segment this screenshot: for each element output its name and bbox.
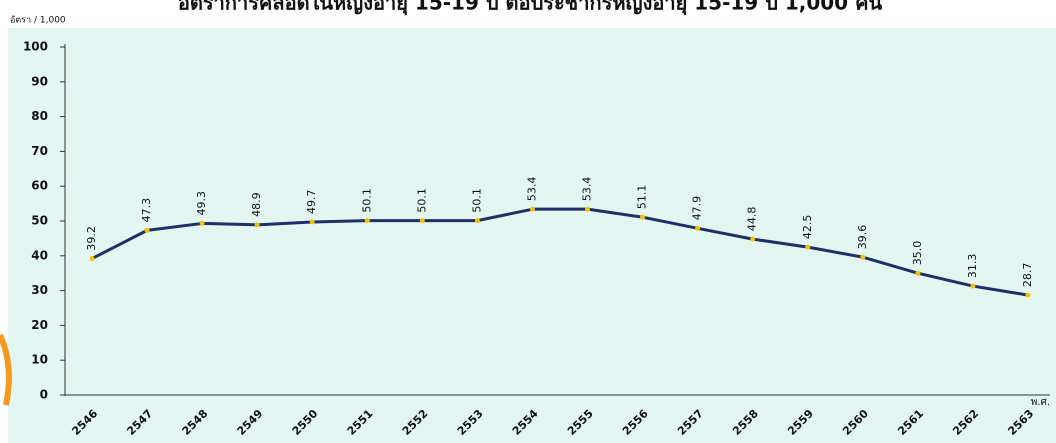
point	[970, 283, 976, 289]
data-label: 48.9	[250, 192, 263, 217]
data-label: 49.3	[195, 191, 208, 216]
point	[750, 236, 756, 242]
data-label: 53.4	[525, 177, 538, 202]
data-label: 53.4	[581, 177, 594, 202]
line	[91, 207, 1029, 297]
y-tick-label: 70	[31, 144, 48, 158]
point	[640, 214, 646, 220]
point	[695, 225, 701, 231]
data-label: 47.3	[140, 198, 153, 223]
point	[585, 206, 591, 212]
point	[89, 256, 95, 262]
y-tick-label: 10	[31, 353, 48, 367]
data-label: 50.1	[360, 188, 373, 213]
data-label: 39.6	[856, 225, 869, 250]
data-label: 49.7	[305, 190, 318, 215]
plot-background	[8, 28, 1056, 443]
y-tick-label: 80	[31, 109, 48, 123]
data-label: 50.1	[470, 188, 483, 213]
data-label: 35.0	[911, 241, 924, 266]
y-tick-label: 100	[23, 40, 48, 54]
point	[474, 218, 480, 224]
point	[1025, 292, 1031, 298]
point	[199, 220, 205, 226]
decoration	[0, 333, 12, 406]
point	[364, 218, 370, 224]
data-label: 42.5	[801, 215, 814, 240]
y-tick-label: 60	[31, 179, 48, 193]
y-tick-label: 50	[31, 214, 48, 228]
y-tick-label: 90	[31, 74, 48, 88]
point	[805, 244, 811, 250]
point	[915, 270, 921, 276]
data-label: 39.2	[85, 226, 98, 251]
data-label: 47.9	[691, 196, 704, 221]
point	[254, 222, 260, 228]
y-tick-label: 40	[31, 248, 48, 262]
data-label: 50.1	[415, 188, 428, 213]
data-label: 51.1	[636, 185, 649, 210]
y-axis-label: อัตรา / 1,000	[10, 16, 66, 26]
point	[419, 218, 425, 224]
data-label: 44.8	[746, 207, 759, 232]
point	[144, 227, 150, 233]
point	[860, 254, 866, 260]
x-axis-label: พ.ศ.	[1031, 397, 1050, 408]
y-tick-label: 30	[31, 283, 48, 297]
data-label: 31.3	[966, 254, 979, 279]
point	[309, 219, 315, 225]
y-tick-label: 0	[40, 388, 48, 402]
y-tick-label: 20	[31, 318, 48, 332]
data-label: 28.7	[1021, 263, 1034, 288]
chart-title: อัตราการคลอดในหญิงอายุ 15-19 ปี ต่อประชา…	[178, 0, 883, 16]
point	[529, 206, 535, 212]
